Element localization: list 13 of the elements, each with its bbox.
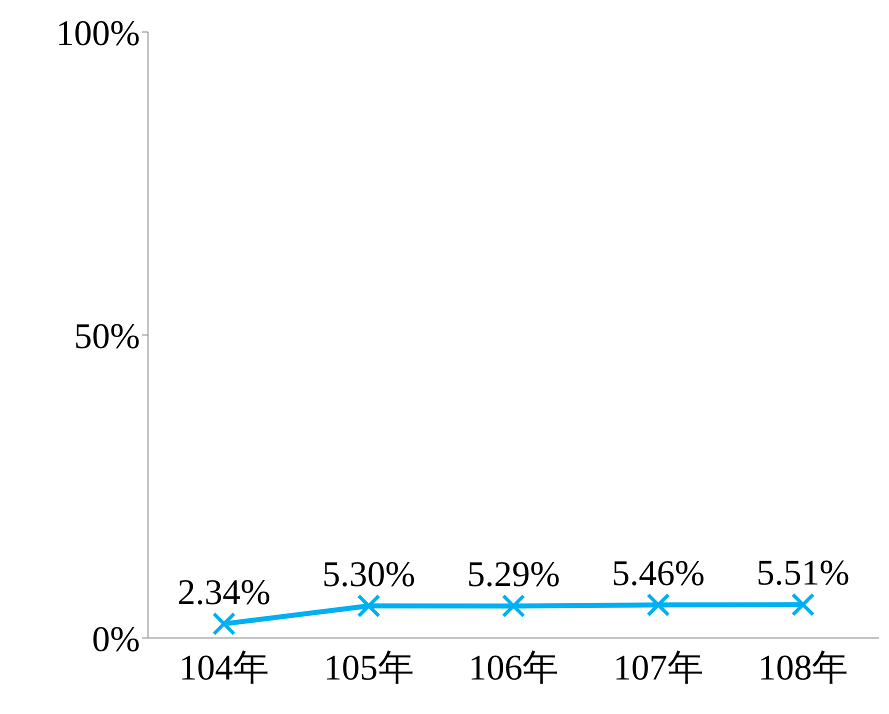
y-tick-label: 100%: [56, 12, 140, 53]
x-tick-label: 107年: [613, 648, 704, 688]
y-tick-label: 0%: [92, 618, 140, 659]
x-tick-label: 105年: [324, 648, 414, 688]
x-tick-label: 106年: [468, 648, 558, 688]
data-label: 5.51%: [756, 552, 850, 593]
data-label: 5.46%: [612, 552, 705, 593]
x-tick-label: 108年: [758, 648, 848, 688]
data-label: 5.30%: [322, 554, 416, 594]
data-label: 5.29%: [467, 554, 560, 594]
x-tick-label: 104年: [179, 648, 269, 688]
data-label: 2.34%: [178, 572, 270, 612]
y-tick-label: 50%: [74, 316, 140, 356]
